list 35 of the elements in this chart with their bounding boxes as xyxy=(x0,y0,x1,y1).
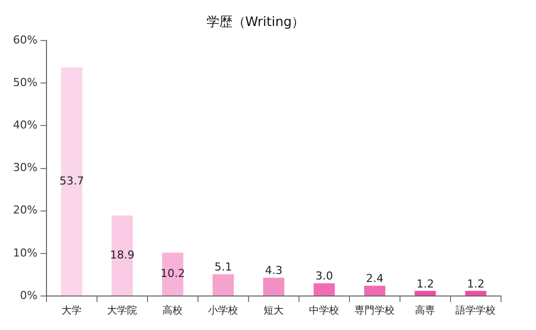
bar xyxy=(162,252,184,296)
data-label: 10.2 xyxy=(160,267,185,280)
bar xyxy=(61,67,82,296)
data-label: 18.9 xyxy=(110,248,134,262)
bar xyxy=(414,290,436,296)
x-tick-label: 高校 xyxy=(162,304,183,317)
y-tick-label: 40% xyxy=(12,118,38,132)
x-tick-label: 大学 xyxy=(62,304,82,317)
bar xyxy=(212,274,234,296)
y-tick-label: 10% xyxy=(12,246,38,260)
bar xyxy=(263,278,284,296)
y-tick-label: 20% xyxy=(12,204,38,217)
data-label: 4.3 xyxy=(264,264,282,278)
x-tick-label: 専門学校 xyxy=(354,304,395,317)
y-tick-label: 60% xyxy=(12,33,38,46)
x-tick-label: 大学院 xyxy=(107,304,138,317)
y-tick-label: 30% xyxy=(12,161,38,174)
x-tick-label: 語学学校 xyxy=(456,304,496,317)
x-tick-label: 小学校 xyxy=(208,304,238,317)
data-label: 53.7 xyxy=(59,174,84,188)
data-label: 3.0 xyxy=(315,270,333,283)
bar xyxy=(465,290,486,296)
x-tick-label: 中学校 xyxy=(309,304,340,317)
bar xyxy=(112,216,133,296)
data-label: 1.2 xyxy=(466,277,484,290)
x-tick-label: 高専 xyxy=(415,304,436,317)
y-tick-label: 0% xyxy=(20,288,38,302)
chart-title: 学歴（Writing） xyxy=(206,15,305,30)
y-tick-label: 50% xyxy=(12,76,38,90)
data-label: 1.2 xyxy=(416,277,434,290)
data-label: 5.1 xyxy=(214,260,232,274)
x-tick-label: 短大 xyxy=(264,304,284,317)
bar xyxy=(314,283,335,296)
bar xyxy=(364,286,386,296)
data-label: 2.4 xyxy=(366,272,384,286)
